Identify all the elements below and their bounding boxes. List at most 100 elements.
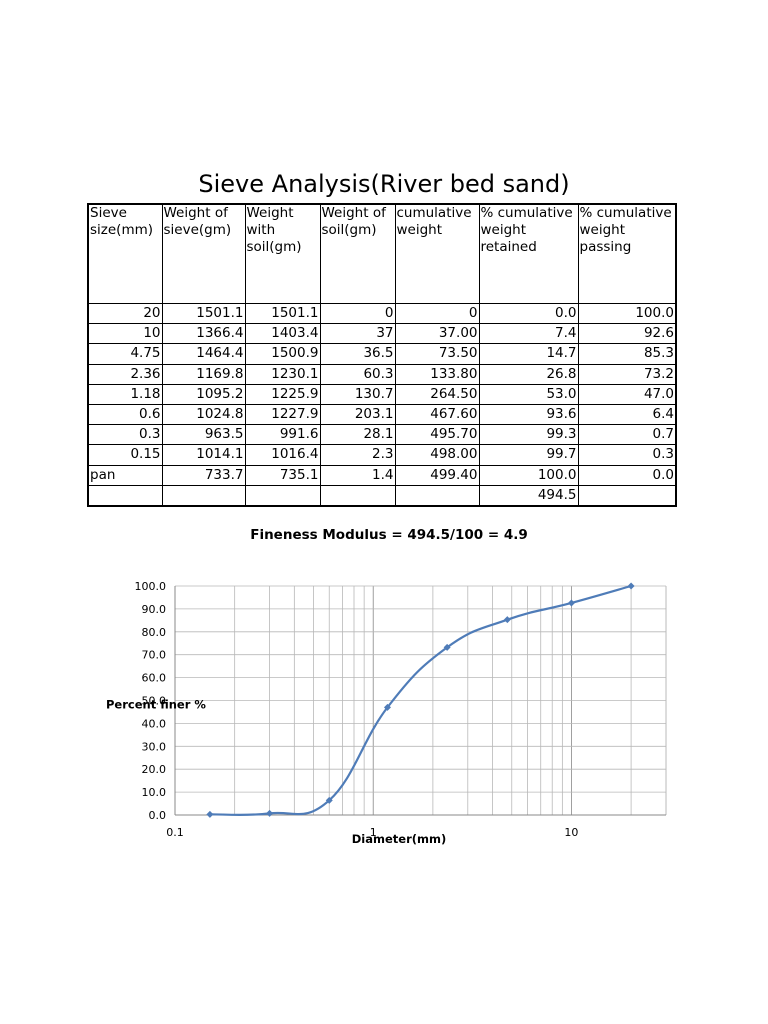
column-header: Sieve size(mm) <box>87 203 163 304</box>
table-cell: 0 <box>394 302 480 325</box>
column-header: Weight of soil(gm) <box>319 203 396 304</box>
table-cell: 133.80 <box>394 363 480 385</box>
table-cell: 203.1 <box>319 403 396 426</box>
table-cell: 1225.9 <box>244 383 321 405</box>
table-cell: 10 <box>87 323 163 345</box>
table-cell: 991.6 <box>244 424 321 446</box>
table-cell: 100.0 <box>577 302 677 325</box>
table-cell: 47.0 <box>577 383 677 405</box>
data-point <box>503 616 511 624</box>
table-cell <box>394 484 480 507</box>
table-cell: 92.6 <box>577 323 677 345</box>
table-cell: 4.75 <box>87 343 163 365</box>
table-cell: 963.5 <box>161 424 246 446</box>
table-cell: 1403.4 <box>244 323 321 345</box>
table-cell: 735.1 <box>244 464 321 486</box>
table-cell: 0.3 <box>87 424 163 446</box>
column-header: cumulative weight <box>394 203 480 304</box>
table-row: 0.3 963.5 991.6 28.1 495.70 99.3 0.7 <box>87 424 677 446</box>
column-header: % cumulative weight passing <box>577 203 677 304</box>
y-tick-label: 80.0 <box>142 626 167 639</box>
table-cell: 498.00 <box>394 444 480 466</box>
data-point <box>206 810 214 818</box>
table-cell: 733.7 <box>161 464 246 486</box>
table-cell: 1016.4 <box>244 444 321 466</box>
table-row: 0.6 1024.8 1227.9 203.1 467.60 93.6 6.4 <box>87 403 677 426</box>
fineness-modulus: Fineness Modulus = 494.5/100 = 4.9 <box>250 527 528 543</box>
table-cell: 1501.1 <box>244 302 321 325</box>
table-cell: 73.50 <box>394 343 480 365</box>
table-cell: 0.0 <box>577 464 677 486</box>
table-cell: 60.3 <box>319 363 396 385</box>
x-tick-label: 1 <box>370 826 377 839</box>
table-cell: 264.50 <box>394 383 480 405</box>
table-cell: 6.4 <box>577 403 677 426</box>
table-cell: 0.3 <box>577 444 677 466</box>
table-cell <box>161 484 246 507</box>
y-tick-label: 70.0 <box>142 649 167 662</box>
y-tick-label: 10.0 <box>142 786 167 799</box>
table-cell: 499.40 <box>394 464 480 486</box>
page-title: Sieve Analysis(River bed sand) <box>198 170 570 198</box>
data-point <box>567 599 575 607</box>
table-cell: 495.70 <box>394 424 480 446</box>
table-cell: 0 <box>319 302 396 325</box>
table-cell: 1501.1 <box>161 302 246 325</box>
table-row: 10 1366.4 1403.4 37 37.00 7.4 92.6 <box>87 323 677 345</box>
table-row: 1.18 1095.2 1225.9 130.7 264.50 53.0 47.0 <box>87 383 677 405</box>
y-tick-label: 30.0 <box>142 740 167 753</box>
table-cell: 1464.4 <box>161 343 246 365</box>
table-cell: 14.7 <box>478 343 579 365</box>
table-cell: 73.2 <box>577 363 677 385</box>
table-cell <box>577 484 677 507</box>
table-cell: 0.0 <box>478 302 579 325</box>
table-cell: 2.3 <box>319 444 396 466</box>
table-cell: 53.0 <box>478 383 579 405</box>
table-cell: 26.8 <box>478 363 579 385</box>
y-axis-title: Percent finer % <box>106 698 206 712</box>
table-cell: 93.6 <box>478 403 579 426</box>
table-cell: 1366.4 <box>161 323 246 345</box>
y-tick-label: 0.0 <box>149 809 167 822</box>
table-cell: 36.5 <box>319 343 396 365</box>
column-header: Weight with soil(gm) <box>244 203 321 304</box>
table-cell: 1095.2 <box>161 383 246 405</box>
table-cell: 1024.8 <box>161 403 246 426</box>
table-cell: 2.36 <box>87 363 163 385</box>
table-cell: 37 <box>319 323 396 345</box>
table-row: 494.5 <box>87 484 677 507</box>
data-point <box>627 582 635 590</box>
data-point <box>325 796 333 804</box>
table-cell <box>319 484 396 507</box>
data-point <box>266 809 274 817</box>
table-cell: 1230.1 <box>244 363 321 385</box>
table-row: pan 733.7 735.1 1.4 499.40 100.0 0.0 <box>87 464 677 486</box>
table-cell: 28.1 <box>319 424 396 446</box>
x-tick-label: 10 <box>564 826 578 839</box>
table-cell: 100.0 <box>478 464 579 486</box>
table-cell: 99.3 <box>478 424 579 446</box>
table-header-row: Sieve size(mm) Weight of sieve(gm) Weigh… <box>87 203 677 304</box>
x-tick-label: 0.1 <box>166 826 184 839</box>
table-cell: 0.15 <box>87 444 163 466</box>
table-cell: 0.6 <box>87 403 163 426</box>
table-cell: 99.7 <box>478 444 579 466</box>
x-axis-title: Diameter(mm) <box>352 832 446 846</box>
y-tick-label: 60.0 <box>142 672 167 685</box>
column-header: % cumulative weight retained <box>478 203 579 304</box>
gradation-chart: 0.0 10.0 20.0 30.0 40.0 50.0 60.0 70.0 80.0 90.0 1… <box>106 580 667 846</box>
table-cell: 0.7 <box>577 424 677 446</box>
table-cell: 467.60 <box>394 403 480 426</box>
table-cell: 1.18 <box>87 383 163 405</box>
table-cell: 7.4 <box>478 323 579 345</box>
table-cell <box>244 484 321 507</box>
data-point <box>383 703 391 711</box>
table-row: 4.75 1464.4 1500.9 36.5 73.50 14.7 85.3 <box>87 343 677 365</box>
y-tick-label: 20.0 <box>142 763 167 776</box>
table-cell: 85.3 <box>577 343 677 365</box>
table-row: 0.15 1014.1 1016.4 2.3 498.00 99.7 0.3 <box>87 444 677 466</box>
data-point <box>443 643 451 651</box>
table-cell: 1500.9 <box>244 343 321 365</box>
table-cell: 1.4 <box>319 464 396 486</box>
table-cell: 1169.8 <box>161 363 246 385</box>
